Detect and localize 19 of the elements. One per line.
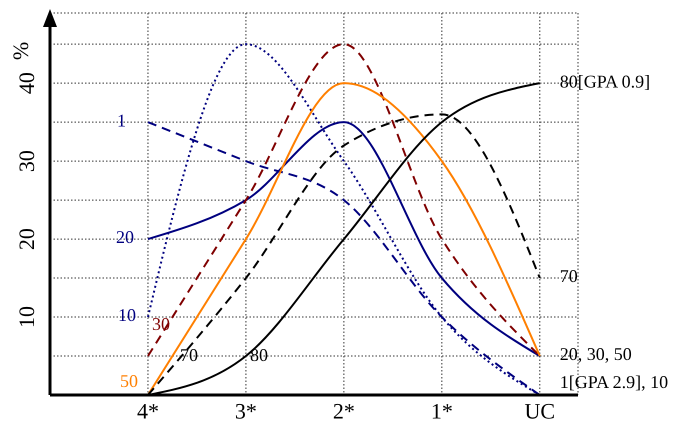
annotation: 20, 30, 50 xyxy=(560,344,632,364)
series-label: 20 xyxy=(116,227,134,248)
y-tick-label: 20 xyxy=(14,228,39,250)
y-tick-label: 30 xyxy=(14,150,39,172)
annotation: 1[GPA 2.9], 10 xyxy=(560,372,668,392)
x-tick-label: 3* xyxy=(234,398,257,424)
series-label: 1 xyxy=(116,110,126,130)
y-axis-title: % xyxy=(8,42,33,60)
series-label: 10 xyxy=(118,305,136,326)
series-label: 70 xyxy=(180,345,198,366)
x-tick-label: 1* xyxy=(430,398,453,424)
y-tick-label: 10 xyxy=(14,306,39,328)
series-label: 50 xyxy=(120,371,138,392)
annotation: 70 xyxy=(560,266,578,286)
x-tick-label: 2* xyxy=(332,398,355,424)
y-tick-label: 40 xyxy=(14,72,39,94)
x-tick-label: UC xyxy=(524,398,556,424)
x-tick-label: 4* xyxy=(136,398,159,424)
annotation: 80[GPA 0.9] xyxy=(560,71,650,92)
